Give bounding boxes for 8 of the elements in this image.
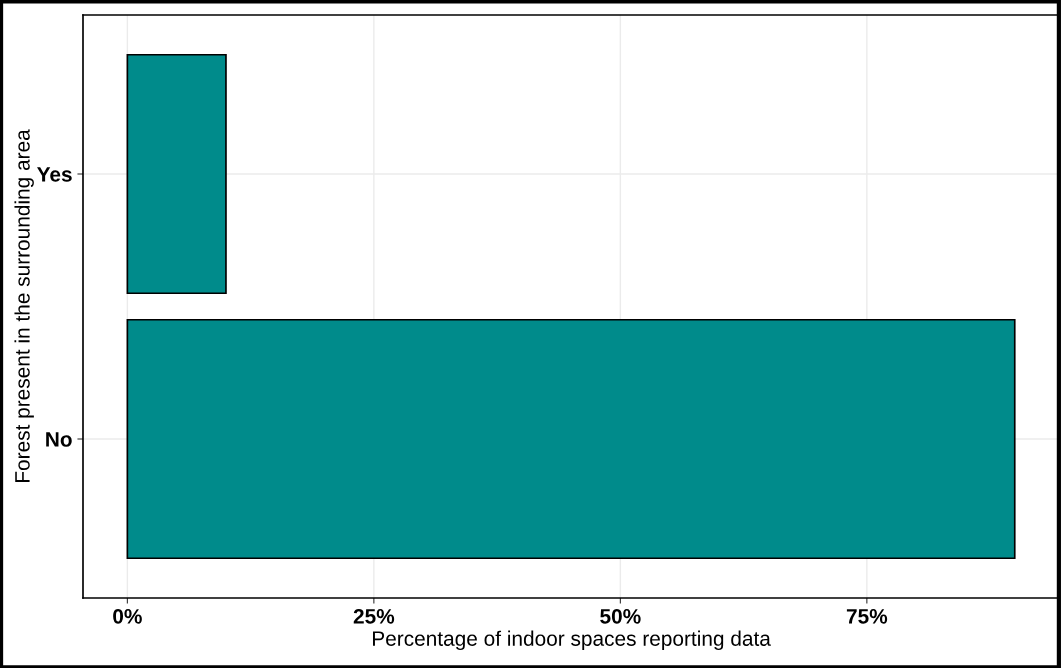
x-tick-label: 0% [113,608,142,624]
y-tick-label: Yes [37,167,72,182]
x-tick-label: 50% [600,608,641,624]
y-axis-title: Forest present in the surrounding area [14,129,34,482]
x-axis-title: Percentage of indoor spaces reporting data [373,630,771,651]
y-tick-label: No [46,432,72,447]
x-tick-label: 25% [353,608,395,624]
x-tick-label: 75% [846,609,888,624]
